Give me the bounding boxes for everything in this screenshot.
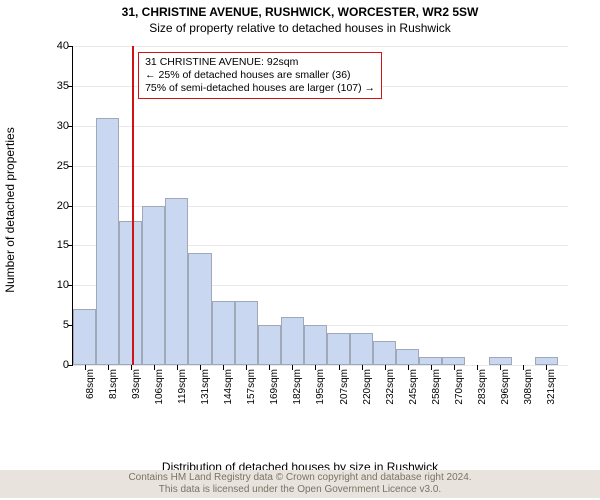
y-tick-label: 25 bbox=[57, 160, 69, 172]
x-tick-label: 81sqm bbox=[108, 369, 119, 399]
histogram-bar bbox=[142, 206, 165, 366]
x-tick-label: 182sqm bbox=[292, 369, 303, 405]
footer: Contains HM Land Registry data © Crown c… bbox=[0, 470, 600, 498]
histogram-bar bbox=[281, 317, 304, 365]
y-tick-label: 40 bbox=[57, 40, 69, 52]
histogram-bar bbox=[212, 301, 235, 365]
x-tick-label: 283sqm bbox=[477, 369, 488, 405]
annotation-line1: 31 CHRISTINE AVENUE: 92sqm bbox=[145, 56, 375, 69]
histogram-bar bbox=[535, 357, 558, 365]
histogram-bar bbox=[350, 333, 373, 365]
annotation-line3: 75% of semi-detached houses are larger (… bbox=[145, 82, 375, 95]
x-tick-label: 68sqm bbox=[85, 369, 96, 399]
x-tick-label: 232sqm bbox=[385, 369, 396, 405]
x-tick-label: 296sqm bbox=[500, 369, 511, 405]
x-tick-label: 106sqm bbox=[154, 369, 165, 405]
x-tick-label: 245sqm bbox=[408, 369, 419, 405]
x-tick-label: 131sqm bbox=[200, 369, 211, 405]
footer-line1: Contains HM Land Registry data © Crown c… bbox=[0, 472, 600, 484]
x-tick-label: 308sqm bbox=[523, 369, 534, 405]
histogram-bar bbox=[373, 341, 396, 365]
histogram-bar bbox=[442, 357, 465, 365]
gridline bbox=[73, 166, 568, 167]
x-tick-label: 321sqm bbox=[546, 369, 557, 405]
histogram-bar bbox=[396, 349, 419, 365]
histogram-bar bbox=[258, 325, 281, 365]
x-tick-label: 157sqm bbox=[246, 369, 257, 405]
chart-area: 31 CHRISTINE AVENUE: 92sqm ← 25% of deta… bbox=[44, 46, 568, 422]
x-tick-label: 119sqm bbox=[177, 369, 188, 404]
page-subtitle: Size of property relative to detached ho… bbox=[0, 20, 600, 36]
x-tick-label: 144sqm bbox=[223, 369, 234, 405]
histogram-bar bbox=[119, 221, 142, 365]
reference-line bbox=[132, 46, 134, 365]
histogram-bar bbox=[235, 301, 258, 365]
y-tick-label: 10 bbox=[57, 279, 69, 291]
y-tick-label: 20 bbox=[57, 200, 69, 212]
histogram-bar bbox=[96, 118, 119, 365]
y-axis-label: Number of detached properties bbox=[3, 127, 17, 292]
histogram-bar bbox=[165, 198, 188, 365]
histogram-bar bbox=[419, 357, 442, 365]
gridline bbox=[73, 46, 568, 47]
x-tick-label: 220sqm bbox=[362, 369, 373, 405]
histogram-bar bbox=[304, 325, 327, 365]
histogram-bar bbox=[188, 253, 211, 365]
x-tick-label: 270sqm bbox=[454, 369, 465, 405]
x-tick-label: 169sqm bbox=[269, 369, 280, 405]
annotation-box: 31 CHRISTINE AVENUE: 92sqm ← 25% of deta… bbox=[138, 52, 382, 99]
plot-area: 31 CHRISTINE AVENUE: 92sqm ← 25% of deta… bbox=[72, 46, 568, 366]
x-tick-label: 93sqm bbox=[131, 369, 142, 399]
page-title: 31, CHRISTINE AVENUE, RUSHWICK, WORCESTE… bbox=[0, 4, 600, 20]
histogram-bar bbox=[327, 333, 350, 365]
x-tick-label: 207sqm bbox=[339, 369, 350, 405]
y-tick-label: 15 bbox=[57, 239, 69, 251]
y-tick-label: 5 bbox=[63, 319, 69, 331]
x-tick-label: 258sqm bbox=[431, 369, 442, 405]
y-tick-label: 30 bbox=[57, 120, 69, 132]
gridline bbox=[73, 365, 568, 366]
histogram-bar bbox=[73, 309, 96, 365]
x-tick-label: 195sqm bbox=[315, 369, 326, 405]
y-tick-label: 35 bbox=[57, 80, 69, 92]
title-block: 31, CHRISTINE AVENUE, RUSHWICK, WORCESTE… bbox=[0, 0, 600, 36]
footer-line2: This data is licensed under the Open Gov… bbox=[0, 484, 600, 496]
annotation-line2: ← 25% of detached houses are smaller (36… bbox=[145, 69, 375, 82]
y-tick-label: 0 bbox=[63, 359, 69, 371]
histogram-bar bbox=[489, 357, 512, 365]
gridline bbox=[73, 126, 568, 127]
